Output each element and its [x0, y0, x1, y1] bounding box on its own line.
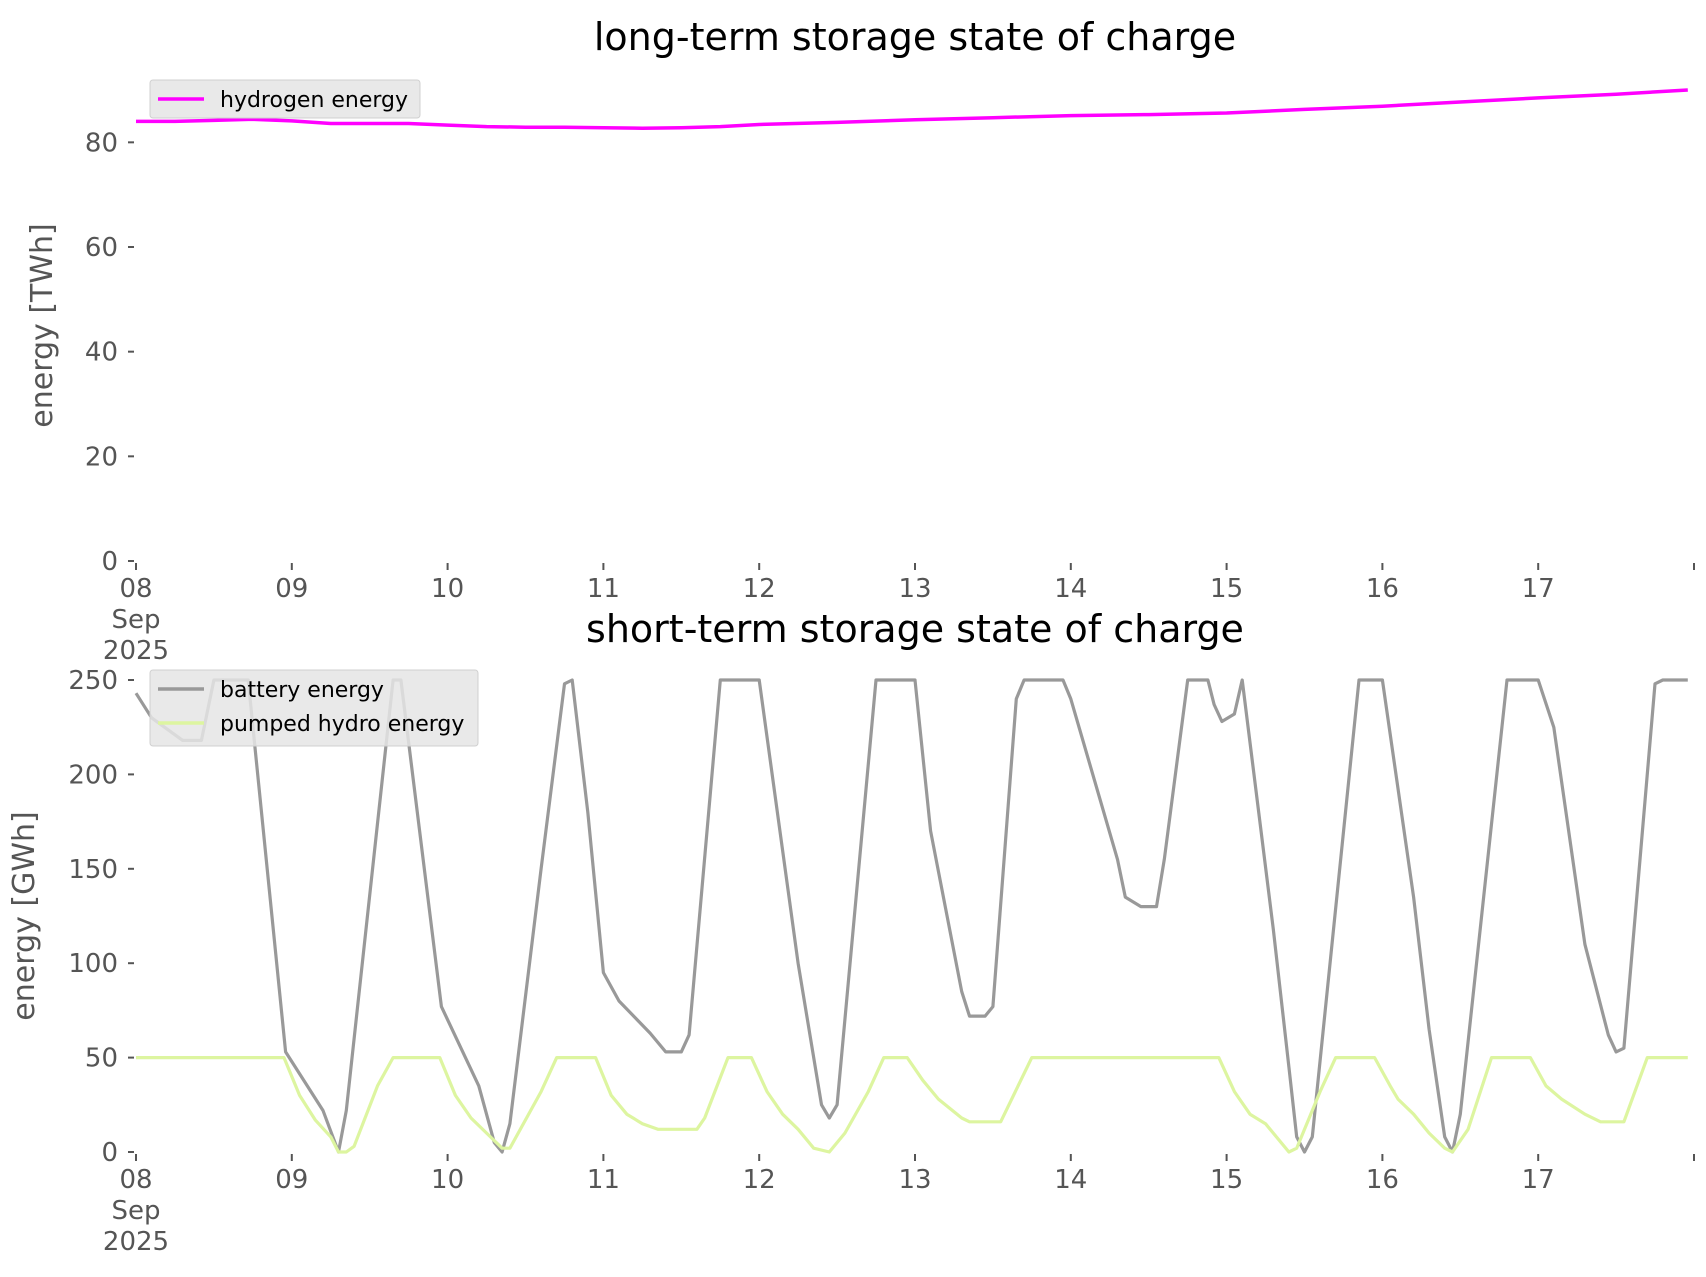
y-tick-label: 100: [68, 949, 118, 979]
x-tick-label: 11: [587, 574, 620, 604]
y-tick-label: 0: [101, 1138, 118, 1168]
x-tick-label: 12: [743, 1165, 776, 1195]
x-tick-label: 09: [275, 1165, 308, 1195]
y-tick-label: 150: [68, 855, 118, 885]
x-tick-label: 11: [587, 1165, 620, 1195]
y-tick-label: 0: [101, 547, 118, 577]
y-tick-label: 80: [85, 128, 118, 158]
legend-box: [149, 79, 421, 119]
series-lines: [134, 678, 1688, 1154]
long-term-storage-chart: long-term storage state of charge energy…: [25, 15, 1695, 666]
x-tick-label: 13: [898, 574, 931, 604]
y-tick-label: 50: [85, 1044, 118, 1074]
series-line-pumped-hydro-energy: [136, 1056, 1688, 1154]
chart-title: long-term storage state of charge: [594, 15, 1236, 59]
x-tick-label: 16: [1366, 574, 1399, 604]
x-tick-label: 13: [898, 1165, 931, 1195]
x-tick-label: 12: [743, 574, 776, 604]
legend: battery energy pumped hydro energy: [149, 669, 479, 747]
chart-title: short-term storage state of charge: [586, 607, 1244, 651]
x-tick-label: 14: [1054, 574, 1087, 604]
y-axis-ticks: 0 50 100 150 200 250: [68, 666, 134, 1168]
y-tick-label: 250: [68, 666, 118, 696]
y-tick-label: 20: [85, 442, 118, 472]
y-axis-ticks: 0 20 40 60 80: [85, 128, 134, 577]
short-term-storage-chart: short-term storage state of charge energ…: [7, 607, 1695, 1257]
legend-label: pumped hydro energy: [220, 712, 464, 737]
y-axis-label: energy [GWh]: [7, 811, 42, 1020]
y-tick-label: 60: [85, 233, 118, 263]
x-tick-label: 09: [275, 574, 308, 604]
x-tick-label: Sep: [111, 1196, 160, 1226]
x-tick-label: 14: [1054, 1165, 1087, 1195]
legend-label: battery energy: [220, 678, 384, 703]
x-tick-label: 08: [119, 574, 152, 604]
x-tick-label: 10: [431, 574, 464, 604]
x-tick-label: 15: [1210, 574, 1243, 604]
x-tick-label: 2025: [103, 636, 169, 666]
x-tick-label: 15: [1210, 1165, 1243, 1195]
x-tick-label: 17: [1522, 574, 1555, 604]
x-tick-label: 16: [1366, 1165, 1399, 1195]
y-axis-label: energy [TWh]: [25, 223, 60, 427]
legend-box: [149, 669, 479, 747]
y-tick-label: 200: [68, 760, 118, 790]
legend-label: hydrogen energy: [220, 88, 408, 113]
x-tick-label: Sep: [111, 605, 160, 635]
x-tick-label: 08: [119, 1165, 152, 1195]
series-line-battery-energy: [134, 678, 1688, 1154]
x-tick-label: 10: [431, 1165, 464, 1195]
series-line-hydrogen-energy: [136, 88, 1688, 130]
legend: hydrogen energy: [149, 79, 421, 119]
y-tick-label: 40: [85, 338, 118, 368]
series-lines: [136, 88, 1688, 130]
x-tick-label: 2025: [103, 1227, 169, 1257]
x-tick-label: 17: [1522, 1165, 1555, 1195]
